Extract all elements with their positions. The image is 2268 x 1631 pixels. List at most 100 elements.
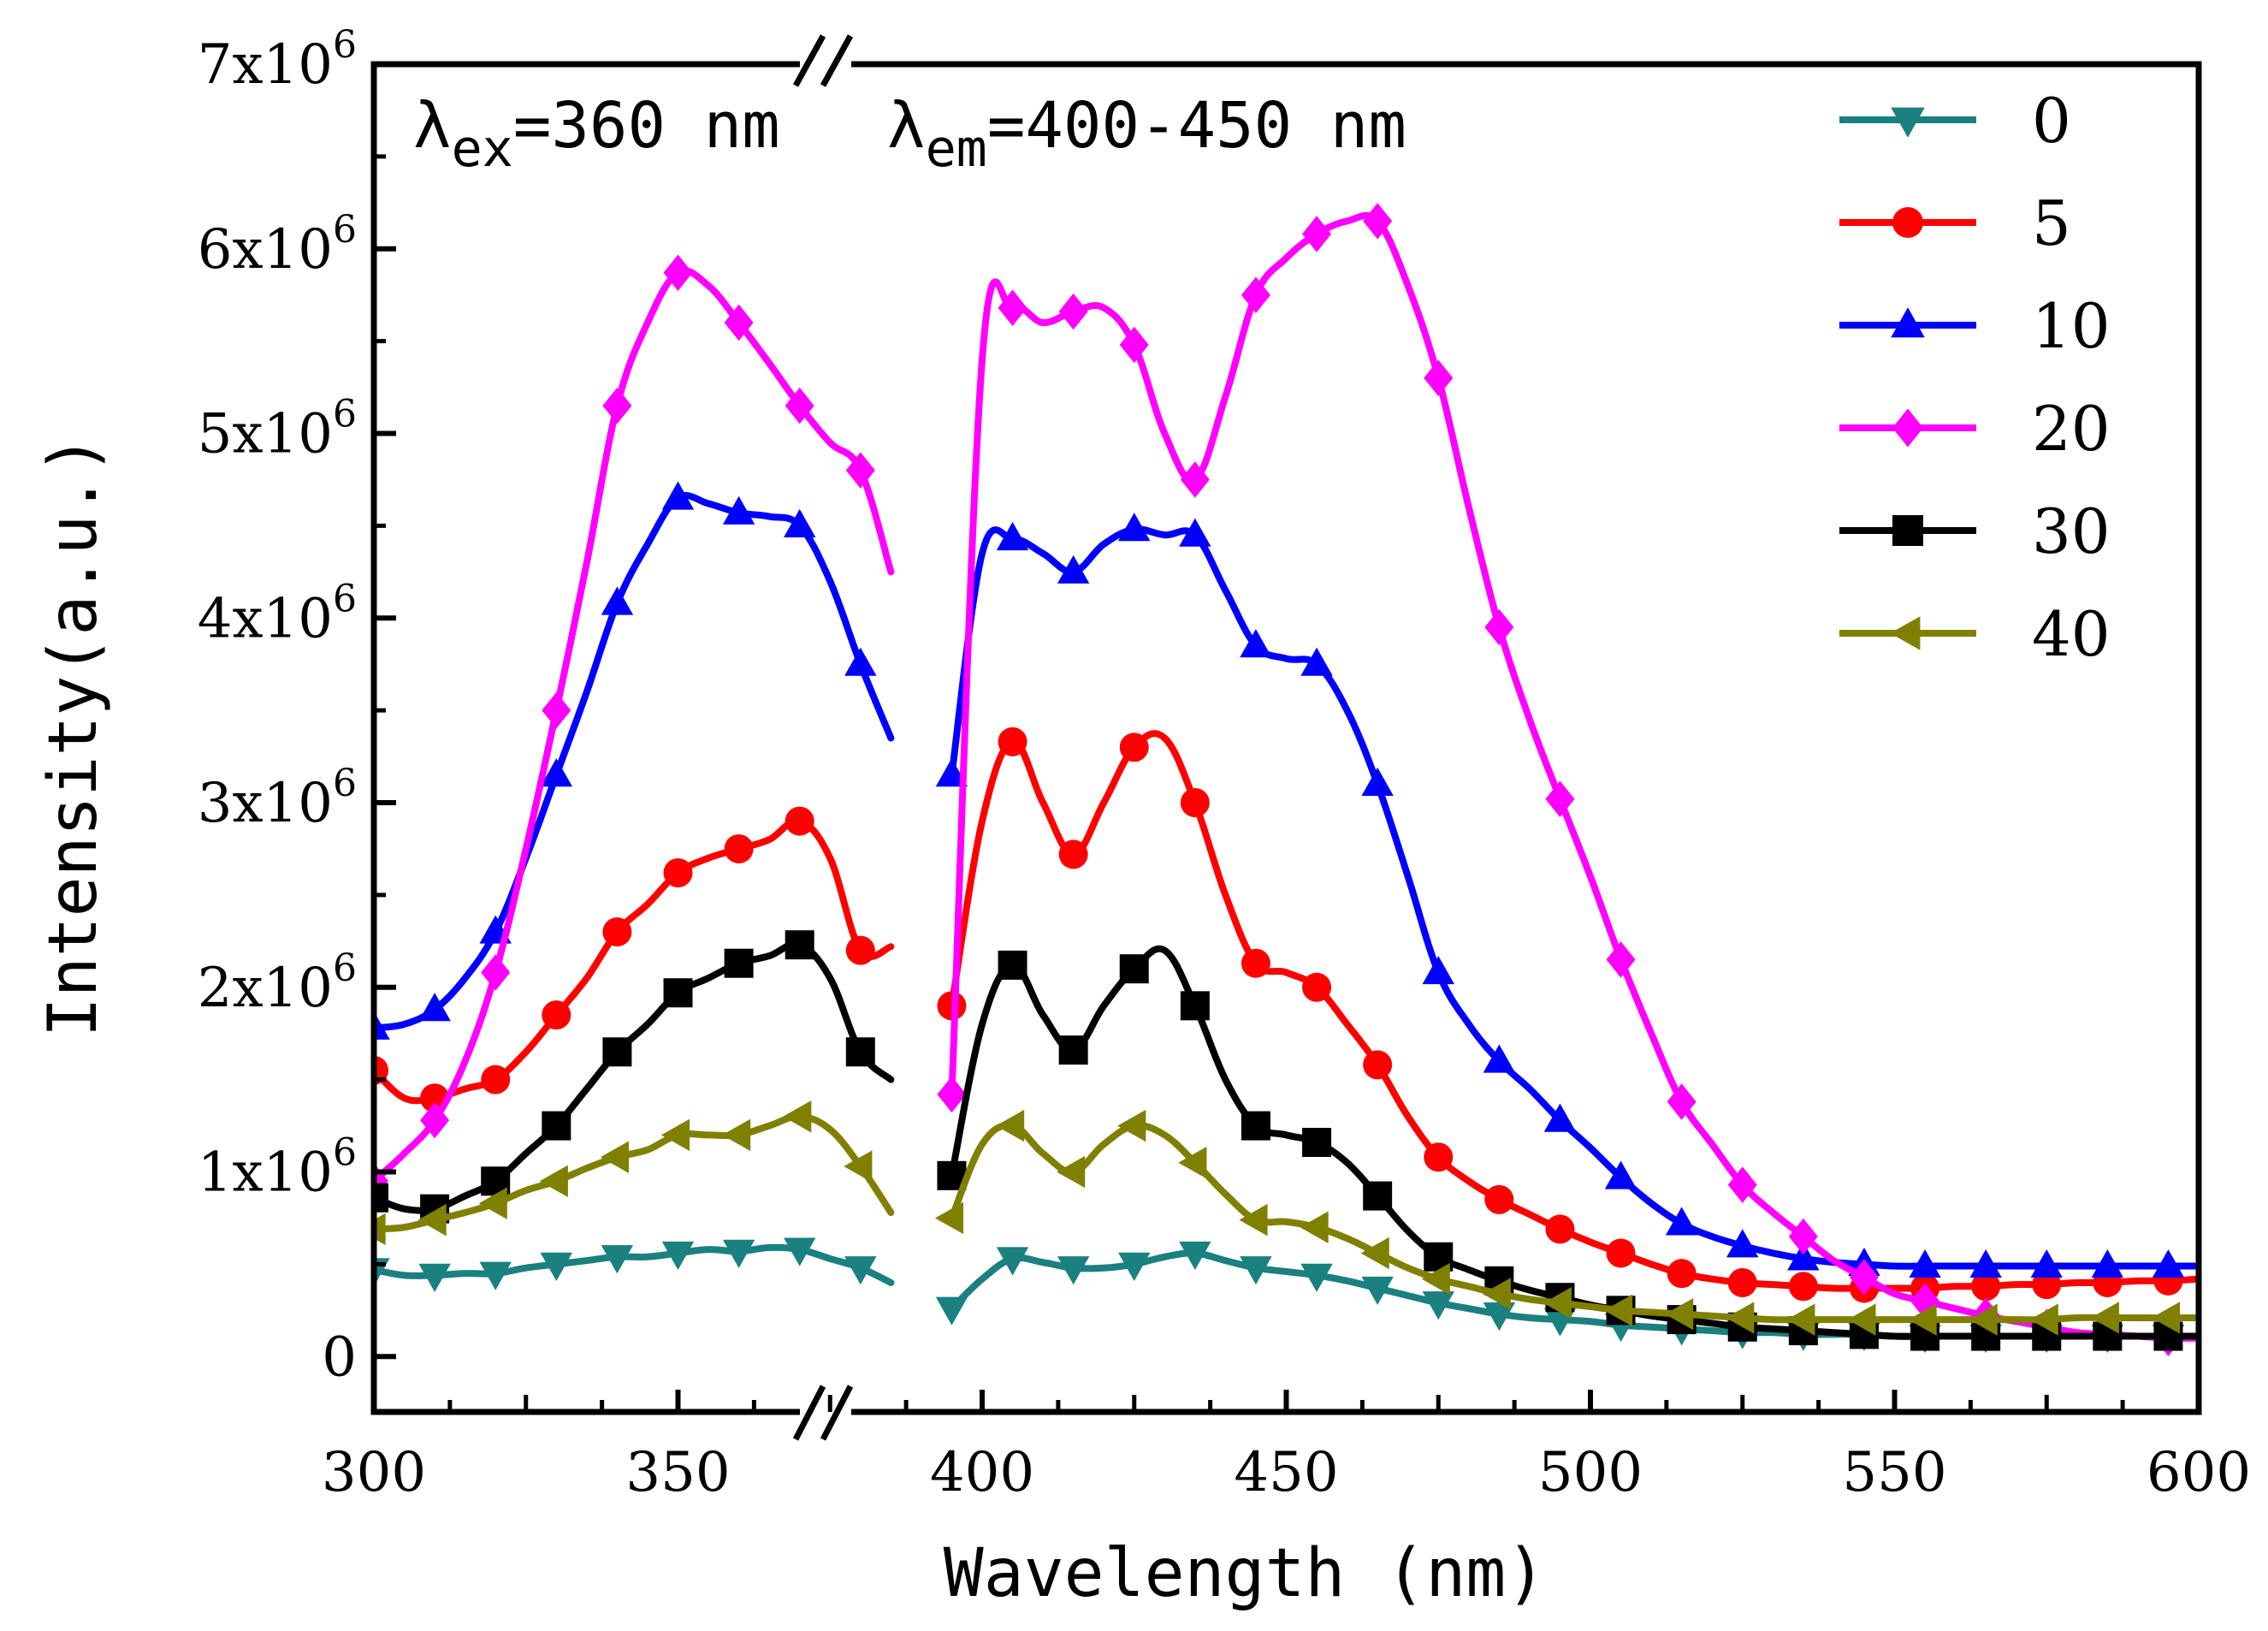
x-axis-title: Wavelength (nm) [944,1535,1546,1612]
series-5-point [602,917,632,947]
series-40-point [1604,1294,1633,1327]
series-10-point [540,758,572,787]
series-40-point [1421,1262,1450,1296]
series-0-point [1300,1263,1333,1292]
axis-break [792,34,854,1441]
series-20-point [1788,1218,1818,1255]
series-30-line-1 [948,945,2199,1340]
series-10-line-0 [374,492,895,1032]
x-tick-label: 400 [930,1441,1034,1504]
legend-marker [1892,515,1923,546]
series-5-point [845,935,875,965]
series-layer [374,203,2199,1356]
series-0-line-0 [374,1243,895,1286]
excitation-annotation: λex=360 nm [413,89,780,179]
emission-value: =400-450 nm [987,89,1406,163]
series-20-point [1424,359,1454,397]
series-5-point [1484,1184,1514,1214]
series-10-point [1787,1242,1820,1271]
series-5-point [998,727,1027,756]
legend-marker [1892,207,1923,238]
excitation-lambda: λ [413,89,452,163]
series-30-line-0 [374,940,895,1214]
series-30-point [663,978,693,1008]
series-20-point [937,1076,967,1113]
series-0-point [1240,1256,1272,1285]
series-40-point [600,1141,629,1173]
series-20-point [663,254,693,292]
series-40-point [660,1118,690,1152]
legend-item-40: 40 [1839,598,2111,670]
series-10-point [661,481,695,510]
series-5-point [1606,1238,1636,1268]
legend-label: 10 [2032,290,2111,362]
series-0-point [540,1252,572,1281]
legend-label: 20 [2032,393,2111,465]
x-tick-label: 350 [625,1441,730,1504]
legend-marker [1891,307,1925,338]
y-tick-label: 2x106 [198,946,357,1020]
series-40-point [417,1203,447,1237]
series-10-point [1604,1160,1637,1189]
series-5-point [785,806,814,836]
legend-item-5: 5 [1839,187,2071,259]
series-5-line-1 [948,730,2199,1292]
series-20-point [542,691,571,729]
series-20-point [1727,1166,1757,1203]
series-30-point [845,1037,875,1067]
series-10-point [1665,1207,1698,1236]
series-0-point [1179,1241,1211,1271]
series-0-point [996,1247,1029,1276]
legend-marker [1890,616,1921,650]
series-40-point [1908,1303,1937,1336]
series-10-point [1179,518,1211,547]
series-20-line-1 [948,211,2199,1342]
series-10-point [1118,513,1151,542]
legend-label: 30 [2032,495,2111,567]
series-5-point [481,1065,511,1094]
series-0-point [722,1239,755,1268]
y-tick-label: 1x106 [198,1131,357,1205]
series-0-point [418,1263,451,1292]
legend-item-20: 20 [1839,393,2111,465]
legend-item-0: 0 [1839,85,2071,157]
series-5-point [1424,1142,1454,1172]
series-0-point [601,1245,634,1274]
series-40-line-1 [948,1122,2199,1324]
series-20-point [1606,941,1636,978]
series-40-point [1665,1297,1694,1331]
legend-marker [1892,408,1923,448]
series-10-point [996,521,1029,551]
series-10-point [844,647,877,676]
plot-frame [370,61,2202,1415]
series-10-point [2030,1249,2063,1278]
x-tick-label: 300 [322,1441,426,1504]
series-0-point [844,1256,877,1285]
legend-marker [1891,107,1925,138]
series-20-point [1363,203,1393,240]
y-axis-title: Intensity(a.u.) [35,435,112,1037]
series-20-point [420,1101,450,1139]
ticks-layer: 300 350 400 450 500 550 60001x1062x1063x1064x1… [198,23,2251,1504]
series-30-point [1363,1181,1393,1211]
series-10-point [418,993,451,1022]
series-10 [374,481,2199,1278]
series-10-point [2152,1249,2185,1278]
series-40-point [2029,1303,2058,1336]
series-10-point [374,1011,390,1040]
series-40-point [1057,1155,1086,1189]
series-30-point [785,930,814,960]
series-10-point [1969,1249,2002,1278]
series-5-point [1180,788,1210,818]
series-30-point [1302,1128,1332,1157]
series-20-line-0 [374,267,895,1185]
legend-label: 5 [2032,187,2071,259]
series-30-point [1119,954,1149,984]
series-40-point [996,1109,1025,1142]
series-5-point [1971,1272,2001,1302]
series-10-point [1240,629,1272,658]
series-20-point [602,387,632,424]
series-10-point [1422,955,1454,985]
series-40-point [1117,1109,1146,1142]
